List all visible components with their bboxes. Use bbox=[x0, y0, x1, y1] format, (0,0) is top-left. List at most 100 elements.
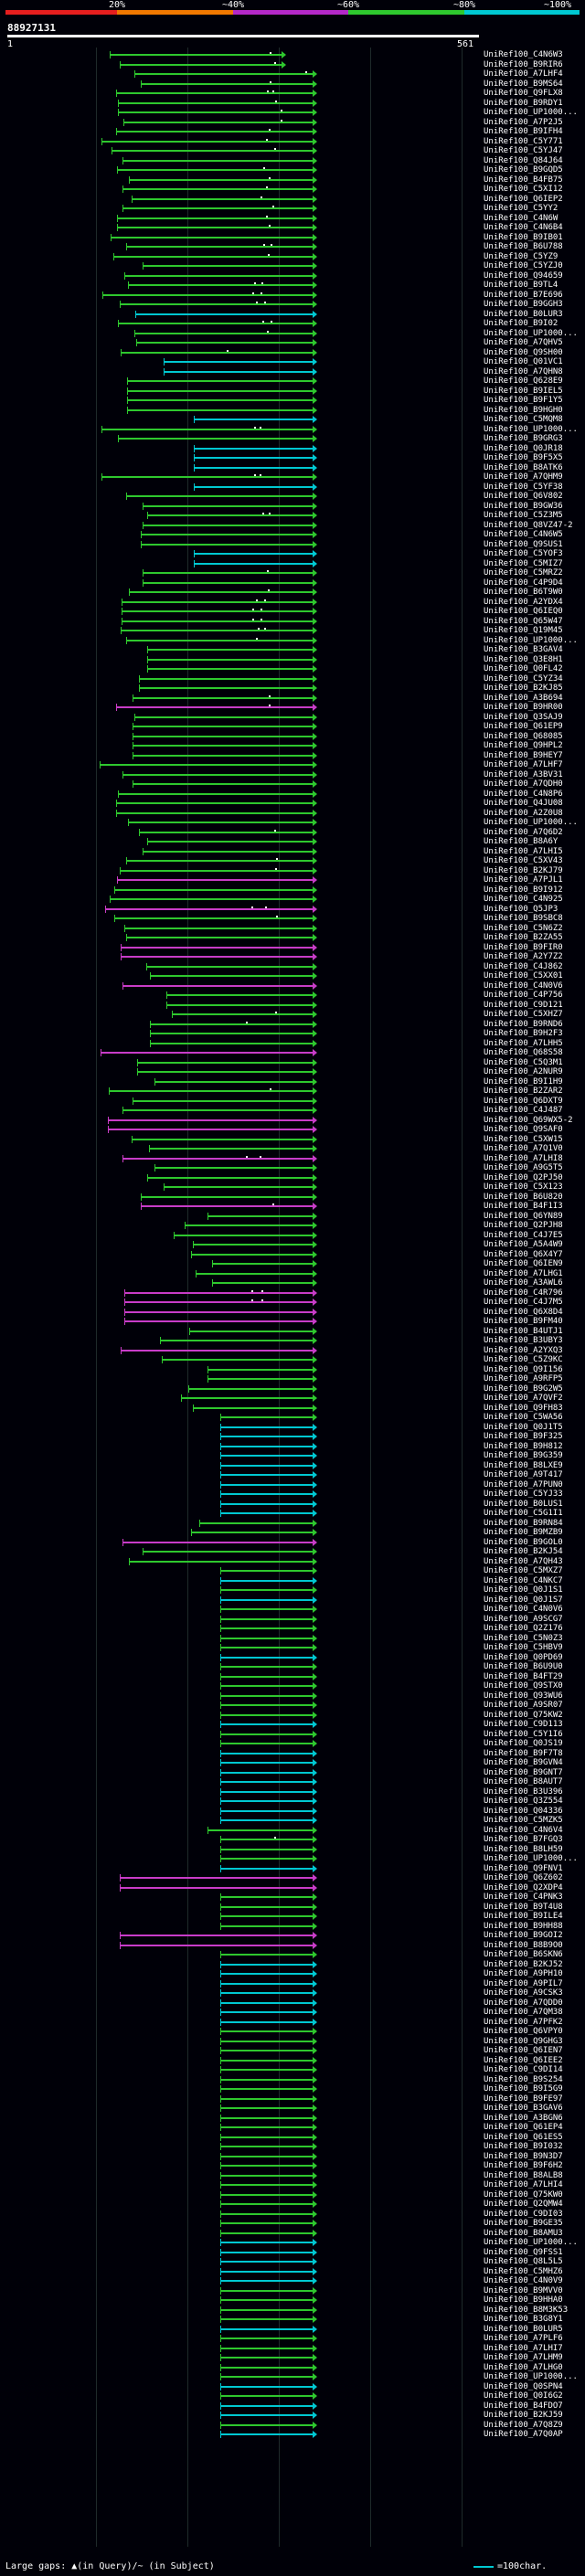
hit-row[interactable]: UniRef100_C4PNK3 bbox=[0, 1892, 585, 1903]
alignment-bar[interactable] bbox=[220, 1867, 313, 1870]
hit-row[interactable]: UniRef100_C5MZK5 bbox=[0, 1815, 585, 1826]
hit-row[interactable]: UniRef100_Q0I6G2 bbox=[0, 2390, 585, 2401]
alignment-bar[interactable] bbox=[105, 907, 313, 910]
hit-row[interactable]: UniRef100_C4N925 bbox=[0, 894, 585, 905]
hit-row[interactable]: UniRef100_Q68S58 bbox=[0, 1047, 585, 1058]
hit-row[interactable]: UniRef100_A7QH43 bbox=[0, 1556, 585, 1567]
hit-label-link[interactable]: UniRef100_A5A4W9 bbox=[484, 1240, 563, 1249]
hit-row[interactable]: UniRef100_B9I1H9 bbox=[0, 1076, 585, 1087]
hit-label-link[interactable]: UniRef100_Q6X4Y7 bbox=[484, 1249, 563, 1259]
alignment-bar[interactable] bbox=[220, 2318, 313, 2320]
alignment-bar[interactable] bbox=[220, 2069, 313, 2071]
hit-label-link[interactable]: UniRef100_B0LUR3 bbox=[484, 309, 563, 319]
hit-label-link[interactable]: UniRef100_C5YJ47 bbox=[484, 146, 563, 155]
hit-row[interactable]: UniRef100_A9PH10 bbox=[0, 1968, 585, 1979]
hit-row[interactable]: UniRef100_A7Q0AP bbox=[0, 2429, 585, 2440]
alignment-bar[interactable] bbox=[141, 543, 313, 546]
alignment-bar[interactable] bbox=[126, 246, 313, 248]
alignment-bar[interactable] bbox=[143, 850, 313, 853]
hit-row[interactable]: UniRef100_A5A4W9 bbox=[0, 1239, 585, 1250]
alignment-bar[interactable] bbox=[220, 1598, 313, 1601]
hit-row[interactable]: UniRef100_B9F7T8 bbox=[0, 1748, 585, 1759]
hit-row[interactable]: UniRef100_C5HBV9 bbox=[0, 1642, 585, 1653]
hit-label-link[interactable]: UniRef100_A7QDH0 bbox=[484, 779, 563, 789]
hit-label-link[interactable]: UniRef100_C9D113 bbox=[484, 1720, 563, 1729]
hit-label-link[interactable]: UniRef100_Q9FNV1 bbox=[484, 1863, 563, 1873]
hit-row[interactable]: UniRef100_Q75KW2 bbox=[0, 1710, 585, 1721]
alignment-bar[interactable] bbox=[117, 217, 313, 219]
hit-label-link[interactable]: UniRef100_C5YF38 bbox=[484, 482, 563, 492]
alignment-bar[interactable] bbox=[108, 1129, 313, 1130]
hit-label-link[interactable]: UniRef100_A2YDX4 bbox=[484, 597, 563, 607]
hit-label-link[interactable]: UniRef100_C5YOF3 bbox=[484, 549, 563, 558]
hit-row[interactable]: UniRef100_C4P9D4 bbox=[0, 578, 585, 588]
hit-row[interactable]: UniRef100_B9TL4 bbox=[0, 280, 585, 291]
hit-label-link[interactable]: UniRef100_C5XHZ7 bbox=[484, 1010, 563, 1019]
hit-row[interactable]: UniRef100_C5Y771 bbox=[0, 136, 585, 147]
hit-label-link[interactable]: UniRef100_C5G1I1 bbox=[484, 1509, 563, 1518]
alignment-bar[interactable] bbox=[193, 1244, 313, 1246]
hit-label-link[interactable]: UniRef100_B9TL4 bbox=[484, 281, 558, 290]
hit-label-link[interactable]: UniRef100_B2KJ59 bbox=[484, 2411, 563, 2420]
alignment-bar[interactable] bbox=[220, 1426, 313, 1428]
hit-row[interactable]: UniRef100_B9I02 bbox=[0, 318, 585, 329]
hit-label-link[interactable]: UniRef100_Q6IEN7 bbox=[484, 2046, 563, 2055]
alignment-bar[interactable] bbox=[220, 2270, 313, 2273]
hit-label-link[interactable]: UniRef100_B9MZB9 bbox=[484, 1528, 563, 1537]
alignment-bar[interactable] bbox=[118, 111, 313, 113]
hit-label-link[interactable]: UniRef100_A7LHF7 bbox=[484, 760, 563, 769]
hit-row[interactable]: UniRef100_A3BV31 bbox=[0, 769, 585, 780]
hit-label-link[interactable]: UniRef100_Q0SPN4 bbox=[484, 2381, 563, 2391]
hit-label-link[interactable]: UniRef100_A9CSK3 bbox=[484, 1988, 563, 1998]
hit-row[interactable]: UniRef100_B9F5X5 bbox=[0, 452, 585, 463]
hit-label-link[interactable]: UniRef100_Q01VC1 bbox=[484, 357, 563, 366]
hit-label-link[interactable]: UniRef100_C9DI03 bbox=[484, 2209, 563, 2219]
hit-row[interactable]: UniRef100_B8M3K53 bbox=[0, 2305, 585, 2316]
alignment-bar[interactable] bbox=[124, 1320, 313, 1322]
hit-label-link[interactable]: UniRef100_UP1000... bbox=[484, 2372, 578, 2381]
alignment-bar[interactable] bbox=[116, 802, 313, 804]
hit-row[interactable]: UniRef100_Q0J1S1 bbox=[0, 1585, 585, 1595]
hit-label-link[interactable]: UniRef100_C5YZ34 bbox=[484, 673, 563, 684]
alignment-bar[interactable] bbox=[164, 1186, 313, 1188]
alignment-bar[interactable] bbox=[220, 2088, 313, 2090]
hit-label-link[interactable]: UniRef100_C4N0V9 bbox=[484, 2276, 563, 2285]
hit-row[interactable]: UniRef100_B0LUS1 bbox=[0, 1499, 585, 1510]
hit-label-link[interactable]: UniRef100_B3GAV6 bbox=[484, 2104, 563, 2113]
hit-label-link[interactable]: UniRef100_B3GAV4 bbox=[484, 645, 563, 654]
alignment-bar[interactable] bbox=[114, 888, 313, 891]
hit-label-link[interactable]: UniRef100_A3BV31 bbox=[484, 769, 563, 779]
hit-row[interactable]: UniRef100_B9FM40 bbox=[0, 1316, 585, 1327]
hit-label-link[interactable]: UniRef100_UP1000... bbox=[484, 818, 578, 827]
hit-label-link[interactable]: UniRef100_C4N0V6 bbox=[484, 981, 563, 991]
hit-label-link[interactable]: UniRef100_Q9SUS1 bbox=[484, 539, 563, 549]
alignment-bar[interactable] bbox=[101, 476, 313, 478]
alignment-bar[interactable] bbox=[194, 457, 313, 459]
alignment-bar[interactable] bbox=[143, 572, 313, 574]
hit-row[interactable]: UniRef100_Q9FNV1 bbox=[0, 1863, 585, 1874]
alignment-bar[interactable] bbox=[220, 1685, 313, 1687]
alignment-bar[interactable] bbox=[116, 92, 313, 94]
alignment-bar[interactable] bbox=[134, 73, 313, 75]
hit-label-link[interactable]: UniRef100_UP1000... bbox=[484, 1854, 578, 1863]
hit-row[interactable]: UniRef100_B0LUR3 bbox=[0, 309, 585, 320]
hit-label-link[interactable]: UniRef100_C5X123 bbox=[484, 1182, 563, 1192]
hit-label-link[interactable]: UniRef100_A9PIL7 bbox=[484, 1978, 563, 1988]
hit-row[interactable]: UniRef100_Q9SAF0 bbox=[0, 1124, 585, 1135]
hit-row[interactable]: UniRef100_C5MXZ7 bbox=[0, 1565, 585, 1576]
hit-row[interactable]: UniRef100_B2ZA55 bbox=[0, 932, 585, 943]
hit-row[interactable]: UniRef100_A7LHI5 bbox=[0, 846, 585, 857]
hit-label-link[interactable]: UniRef100_A9PH10 bbox=[484, 1969, 563, 1978]
hit-row[interactable]: UniRef100_B9MZB9 bbox=[0, 1527, 585, 1538]
hit-label-link[interactable]: UniRef100_A9SR07 bbox=[484, 1701, 563, 1710]
alignment-bar[interactable] bbox=[220, 2174, 313, 2177]
alignment-bar[interactable] bbox=[220, 2107, 313, 2109]
hit-label-link[interactable]: UniRef100_B2KJ54 bbox=[484, 1547, 563, 1556]
hit-row[interactable]: UniRef100_B9I912 bbox=[0, 885, 585, 896]
alignment-bar[interactable] bbox=[118, 323, 313, 324]
hit-row[interactable]: UniRef100_B8AUT7 bbox=[0, 1776, 585, 1787]
alignment-bar[interactable] bbox=[164, 370, 313, 373]
hit-label-link[interactable]: UniRef100_B9RDY1 bbox=[484, 98, 563, 108]
hit-label-link[interactable]: UniRef100_B9ILE4 bbox=[484, 1912, 563, 1921]
hit-label-link[interactable]: UniRef100_B6U788 bbox=[484, 242, 563, 251]
